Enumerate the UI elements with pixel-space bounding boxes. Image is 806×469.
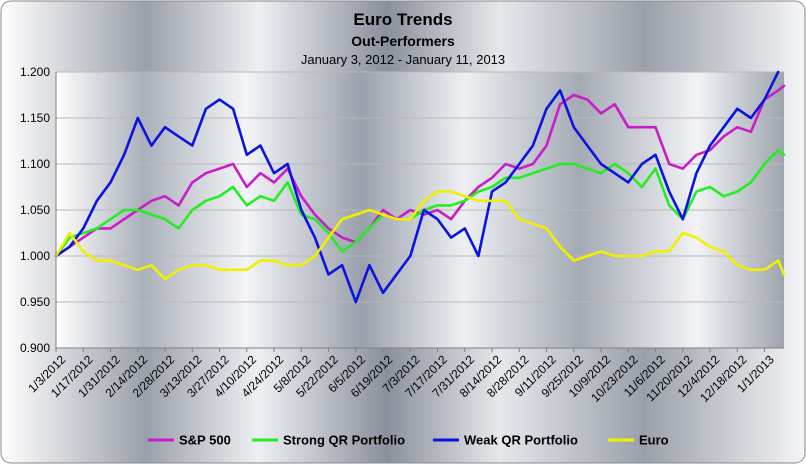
y-tick-label: 1.200: [20, 65, 50, 79]
y-axis-tick-labels: 0.900 0.950 1.000 1.050 1.100 1.150 1.200: [20, 65, 50, 355]
series-layer: [54, 70, 786, 304]
legend-label: Euro: [639, 433, 669, 448]
legend-label: S&P 500: [179, 433, 231, 448]
series-line-euro: [54, 190, 786, 281]
y-tick-label: 1.100: [20, 157, 50, 171]
chart-date-range: January 3, 2012 - January 11, 2013: [301, 52, 505, 67]
legend-label: Weak QR Portfolio: [464, 433, 578, 448]
series-line-weak-qr-portfolio: [54, 70, 780, 304]
chart-subtitle: Out-Performers: [351, 33, 455, 49]
y-tick-label: 0.900: [20, 341, 50, 355]
legend: S&P 500 Strong QR Portfolio Weak QR Portfo…: [148, 433, 669, 448]
series-line-s-p-500: [54, 84, 786, 258]
y-tick-label: 1.150: [20, 111, 50, 125]
legend-label: Strong QR Portfolio: [283, 433, 405, 448]
y-tick-label: 0.950: [20, 295, 50, 309]
y-tick-label: 1.050: [20, 203, 50, 217]
y-tick-label: 1.000: [20, 249, 50, 263]
chart-title: Euro Trends: [353, 10, 452, 29]
